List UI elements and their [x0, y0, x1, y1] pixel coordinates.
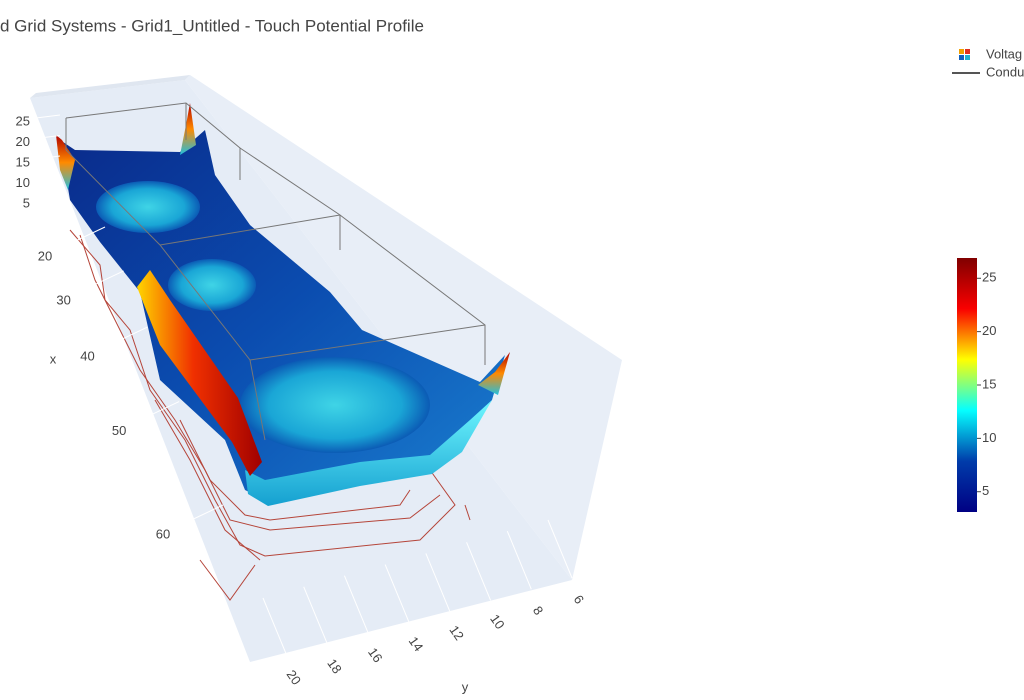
y-grid-line	[262, 597, 288, 657]
y-tick-label: 20	[284, 667, 305, 687]
x-tick-label: 20	[38, 248, 52, 263]
y-grid-line	[384, 564, 410, 623]
colorbar-tick-label: 25	[982, 270, 996, 285]
z-tick-label: 10	[16, 175, 30, 190]
y-grid-line	[343, 575, 369, 634]
colorbar-tick-label: 20	[982, 323, 996, 338]
x-axis-title: x	[50, 351, 57, 366]
colorbar-tick-label: 15	[982, 376, 996, 391]
z-grid-line	[35, 155, 61, 160]
conductor-lines	[65, 102, 486, 441]
y-grid-line	[547, 519, 573, 579]
surface-edge	[245, 400, 492, 506]
z-tick-label: 25	[16, 113, 30, 128]
z-tick-label: 20	[16, 134, 30, 149]
y-tick-label: 16	[365, 645, 386, 665]
y-grid-line	[303, 586, 329, 646]
legend-label: Voltag	[986, 46, 1022, 61]
y-tick-label: 18	[324, 656, 345, 676]
surface-spike	[56, 135, 75, 190]
contour-lines	[69, 229, 471, 601]
surface-spike	[478, 352, 510, 395]
surface-ridge	[137, 270, 262, 476]
x-grid-line	[184, 504, 224, 524]
x-grid-line	[109, 326, 148, 346]
y-tick-label: 8	[530, 603, 546, 618]
y-grid-line	[506, 530, 532, 590]
y-tick-label: 12	[446, 623, 467, 643]
x-tick-label: 50	[112, 423, 126, 438]
colorbar-tick-label: 5	[982, 483, 989, 498]
y-tick-label: 14	[406, 634, 427, 654]
z-grid-line	[35, 176, 61, 180]
x-tick-label: 40	[80, 349, 94, 364]
z-grid-line	[35, 135, 61, 139]
z-tick-label: 5	[23, 195, 30, 210]
surface-plateau	[168, 259, 256, 311]
y-axis-title: y	[462, 679, 469, 694]
scene-wall	[30, 75, 190, 98]
x-tick-label: 30	[56, 292, 70, 307]
z-grid-line	[35, 114, 61, 119]
y-tick-label: 6	[571, 592, 587, 607]
scene-wall	[185, 75, 622, 580]
x-grid-line	[140, 401, 180, 421]
legend-icon	[959, 49, 970, 60]
x-grid-line	[66, 226, 106, 246]
chart-title: d Grid Systems - Grid1_Untitled - Touch …	[0, 16, 424, 35]
colorbar-tick-label: 10	[982, 430, 996, 445]
z-tick-label: 15	[16, 154, 30, 169]
colorbar	[957, 258, 977, 512]
surface-plateau	[240, 357, 430, 453]
y-tick-label: 10	[487, 611, 508, 631]
z-grid-line	[35, 196, 61, 201]
surface-spike	[180, 103, 196, 155]
y-grid-line	[425, 553, 451, 612]
x-grid-line	[85, 270, 124, 290]
legend-label: Condu	[986, 64, 1024, 79]
surface-plateau	[96, 181, 200, 233]
y-grid-line	[466, 542, 492, 601]
x-tick-label: 60	[156, 526, 170, 541]
